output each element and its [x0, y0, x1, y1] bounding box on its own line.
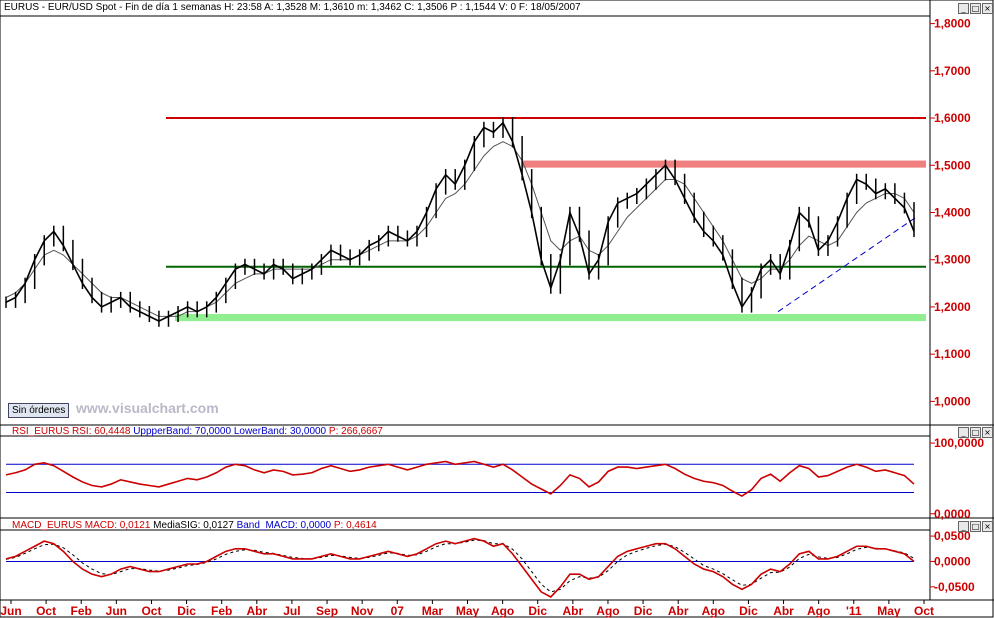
- close-label: C:: [404, 2, 418, 13]
- p-value: 1,1544: [465, 2, 496, 13]
- macd-signal: MediaSIG: 0,0127: [153, 520, 234, 531]
- sin-ordenes-button[interactable]: Sin órdenes: [8, 403, 70, 418]
- rsi-line: [5, 460, 915, 498]
- level-band-3: [175, 314, 926, 322]
- trend-line: [777, 216, 917, 313]
- macd-panel-header: MACD_EURUS MACD: 0,0121 MediaSIG: 0,0127…: [12, 520, 377, 531]
- time-value: 23:58: [236, 2, 262, 13]
- p-label: P :: [450, 2, 466, 13]
- volume-label: V:: [498, 2, 511, 13]
- x-tick-label: Jun: [0, 604, 21, 618]
- x-tick-label: Oct: [141, 604, 161, 618]
- price-y-tick-label: 1,5000: [934, 158, 971, 172]
- price-y-tick-label: 1,1000: [934, 347, 971, 361]
- x-tick-label: Nov: [351, 604, 374, 618]
- minimize-rsi-panel-icon[interactable]: _: [958, 427, 969, 438]
- x-tick-label: Oct: [914, 604, 934, 618]
- open-value: 1,3528: [276, 2, 307, 13]
- price-panel-header: EURUS - EUR/USD Spot - Fin de día 1 sema…: [4, 2, 581, 13]
- macd-p: P: 0,4614: [333, 520, 377, 531]
- high-label: M:: [309, 2, 324, 13]
- price-moving-average: [5, 141, 915, 317]
- close-value: 1,3506: [417, 2, 448, 13]
- date-value: 18/05/2007: [530, 2, 581, 13]
- level-band-1: [522, 160, 926, 168]
- date-label: F:: [518, 2, 531, 13]
- low-value: 1,3462: [370, 2, 402, 13]
- x-tick-label: Dic: [177, 604, 196, 618]
- rsi-y-tick-label: 100,0000: [934, 436, 984, 450]
- macd-y-tick-label: 0,0500: [934, 529, 971, 543]
- price-y-tick-label: 1,8000: [934, 17, 971, 31]
- rsi-value: RSI: 60,4448: [72, 426, 131, 437]
- x-tick-label: 07: [391, 604, 405, 618]
- volume-value: 0: [510, 2, 517, 13]
- macd-signal-line: [5, 539, 915, 593]
- close-price-panel-icon[interactable]: ×: [982, 3, 993, 14]
- time-label: H:: [224, 2, 237, 13]
- x-tick-label: '11: [846, 604, 862, 618]
- x-tick-label: Ago: [596, 604, 619, 618]
- x-tick-label: Jun: [106, 604, 127, 618]
- x-tick-label: Abr: [773, 604, 794, 618]
- restore-price-panel-icon[interactable]: □: [970, 3, 981, 14]
- price-y-tick-label: 1,0000: [934, 394, 971, 408]
- price-y-tick-label: 1,3000: [934, 253, 971, 267]
- x-tick-label: Jul: [283, 604, 300, 618]
- x-tick-label: Ago: [702, 604, 725, 618]
- price-close-line: [5, 121, 915, 323]
- macd-line: [5, 537, 915, 598]
- x-tick-label: Dic: [739, 604, 758, 618]
- macd-name: MACD_EURUS: [12, 520, 83, 531]
- x-tick-label: Abr: [668, 604, 689, 618]
- x-tick-label: Oct: [36, 604, 56, 618]
- x-tick-label: Feb: [211, 604, 232, 618]
- x-tick-label: Mar: [422, 604, 444, 618]
- x-tick-label: Abr: [563, 604, 584, 618]
- open-label: A:: [264, 2, 277, 13]
- restore-rsi-panel-icon[interactable]: □: [970, 427, 981, 438]
- price-y-tick-label: 1,2000: [934, 300, 971, 314]
- x-tick-label: Ago: [491, 604, 514, 618]
- symbol-description: EURUS - EUR/USD Spot - Fin de día 1 sema…: [4, 2, 222, 13]
- minimize-price-panel-icon[interactable]: _: [958, 3, 969, 14]
- macd-y-tick-label: 0,0000: [934, 554, 971, 568]
- x-tick-label: Sep: [316, 604, 338, 618]
- x-tick-label: Ago: [807, 604, 830, 618]
- rsi-name: RSI_EURUS: [12, 426, 70, 437]
- price-y-tick-label: 1,7000: [934, 64, 971, 78]
- macd-y-tick-label: -0,0500: [934, 580, 975, 594]
- x-tick-label: Dic: [634, 604, 653, 618]
- x-tick-label: May: [877, 604, 901, 618]
- restore-macd-panel-icon[interactable]: □: [970, 521, 981, 532]
- macd-band: Band_MACD: 0,0000: [236, 520, 332, 531]
- rsi-y-tick-label: 0,0000: [934, 507, 971, 521]
- rsi-lower-band: LowerBand: 30,0000: [233, 426, 327, 437]
- price-y-tick-label: 1,4000: [934, 206, 971, 220]
- price-y-tick-label: 1,6000: [934, 111, 971, 125]
- rsi-panel-header: RSI_EURUS RSI: 60,4448 UppperBand: 70,00…: [12, 426, 383, 437]
- low-label: m:: [357, 2, 371, 13]
- x-tick-label: May: [456, 604, 480, 618]
- rsi-upper-band: UppperBand: 70,0000: [133, 426, 232, 437]
- close-rsi-panel-icon[interactable]: ×: [982, 427, 993, 438]
- watermark: www.visualchart.com: [76, 400, 219, 416]
- x-tick-label: Feb: [71, 604, 92, 618]
- x-tick-label: Abr: [246, 604, 267, 618]
- close-macd-panel-icon[interactable]: ×: [982, 521, 993, 532]
- x-tick-label: Dic: [528, 604, 547, 618]
- high-value: 1,3610: [323, 2, 355, 13]
- rsi-p: P: 266,6667: [328, 426, 383, 437]
- minimize-macd-panel-icon[interactable]: _: [958, 521, 969, 532]
- macd-value: MACD: 0,0121: [84, 520, 151, 531]
